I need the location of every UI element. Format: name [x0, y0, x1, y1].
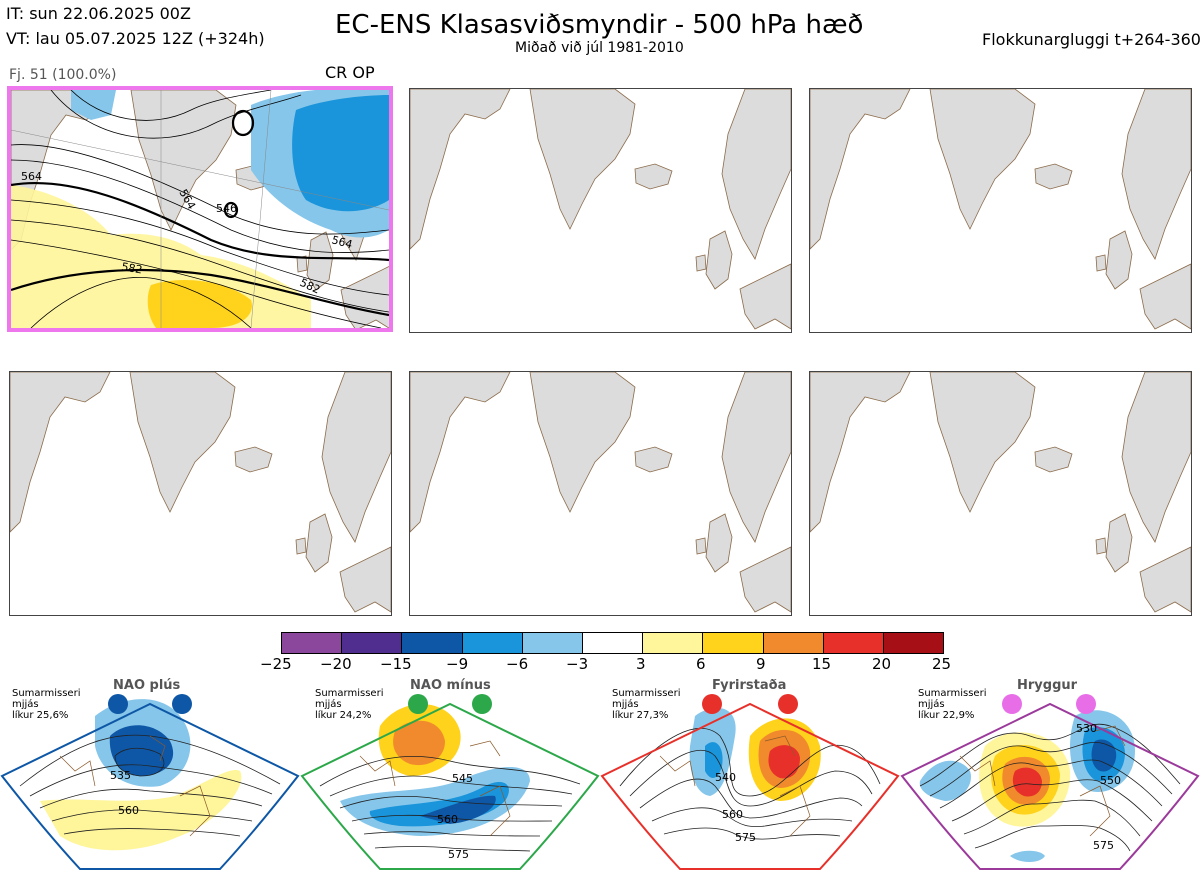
cluster-blocking[interactable]: 540 560 575 Fyrirstaða Sumarmisseri mjjá… [600, 676, 900, 871]
contour-label: 560 [437, 813, 458, 826]
cluster-likur: líkur 25,6% [12, 710, 69, 721]
cluster-period: mjjás [918, 699, 945, 710]
colorbar-swatch [703, 633, 764, 653]
colorbar-tick: −20 [320, 655, 352, 673]
contour-label: 564 [21, 170, 42, 183]
cluster-nao-minus[interactable]: 545 560 575 NAO mínus Sumarmisseri mjjás… [300, 676, 600, 871]
colorbar-tick: −6 [506, 655, 529, 673]
page-subtitle: Miðað við júl 1981-2010 [515, 40, 684, 56]
classification-window: Flokkunargluggi t+264-360 [982, 30, 1200, 49]
colorbar-swatch [522, 633, 583, 653]
contour-label: 530 [1076, 722, 1097, 735]
colorbar-swatch [282, 633, 343, 653]
contour-label: 535 [110, 769, 131, 782]
map-panel-6[interactable] [809, 371, 1192, 616]
colorbar-swatch [763, 633, 824, 653]
init-time: IT: sun 22.06.2025 00Z [6, 4, 191, 23]
cluster-season: Sumarmisseri [315, 688, 384, 699]
map-panel-5[interactable] [409, 371, 792, 616]
panel-tag: CR OP [325, 63, 375, 82]
contour-label: 575 [1093, 839, 1114, 852]
cluster-name: NAO plús [113, 678, 181, 693]
colorbar-swatch [823, 633, 884, 653]
contour-label: 540 [715, 771, 736, 784]
cluster-likur: líkur 24,2% [315, 710, 372, 721]
contour-label: 560 [118, 804, 139, 817]
colorbar-tick: 20 [872, 655, 892, 673]
colorbar-tick: 25 [932, 655, 952, 673]
colorbar-tick: −15 [380, 655, 412, 673]
cluster-season: Sumarmisseri [918, 688, 987, 699]
cluster-name: NAO mínus [410, 678, 491, 693]
cluster-period: mjjás [315, 699, 342, 710]
contour-label: 575 [448, 848, 469, 861]
contour-label: 575 [735, 831, 756, 844]
colorbar-swatch [883, 633, 944, 653]
contour-label: 560 [722, 808, 743, 821]
contour-label: 564 [330, 233, 354, 251]
contour-label: 546 [216, 202, 237, 215]
members-label: Fj. 51 (100.0%) [9, 67, 117, 83]
cluster-period: mjjás [612, 699, 639, 710]
page-title: EC-ENS Klasasviðsmyndir - 500 hPa hæð [335, 10, 864, 40]
map-panel-3[interactable] [809, 88, 1192, 333]
cluster-name: Hryggur [1017, 678, 1078, 693]
colorbar-swatch [582, 633, 644, 653]
cluster-ridge[interactable]: 530 550 575 Hryggur Sumarmisseri mjjás l… [900, 676, 1200, 871]
map-panel-4[interactable] [9, 371, 392, 616]
colorbar-tick: −3 [566, 655, 589, 673]
colorbar-swatch [462, 633, 523, 653]
colorbar-swatch [342, 633, 403, 653]
colorbar-tick: −9 [446, 655, 469, 673]
colorbar-swatch [643, 633, 704, 653]
contour-label: 545 [452, 772, 473, 785]
colorbar-ticks: −25 −20 −15 −9 −6 −3 3 6 9 15 20 25 [0, 655, 1200, 673]
cluster-season: Sumarmisseri [612, 688, 681, 699]
colorbar-tick: 9 [756, 655, 766, 673]
colorbar-tick: 6 [696, 655, 706, 673]
valid-time: VT: lau 05.07.2025 12Z (+324h) [6, 29, 265, 48]
cluster-nao-plus[interactable]: 535 560 NAO plús Sumarmisseri mjjás líku… [0, 676, 300, 871]
cluster-season: Sumarmisseri [12, 688, 81, 699]
colorbar [281, 632, 944, 654]
colorbar-tick: 15 [812, 655, 832, 673]
colorbar-tick: 3 [636, 655, 646, 673]
contour-label: 550 [1100, 774, 1121, 787]
cluster-likur: líkur 27,3% [612, 710, 669, 721]
cluster-likur: líkur 22,9% [918, 710, 975, 721]
colorbar-tick: −25 [260, 655, 292, 673]
cluster-name: Fyrirstaða [712, 678, 787, 693]
map-panel-1[interactable]: 564 564 546 564 582 582 564 [7, 86, 393, 332]
map-panel-2[interactable] [409, 88, 792, 333]
cluster-period: mjjás [12, 699, 39, 710]
contour-label: 582 [120, 260, 143, 276]
colorbar-swatch [402, 633, 463, 653]
